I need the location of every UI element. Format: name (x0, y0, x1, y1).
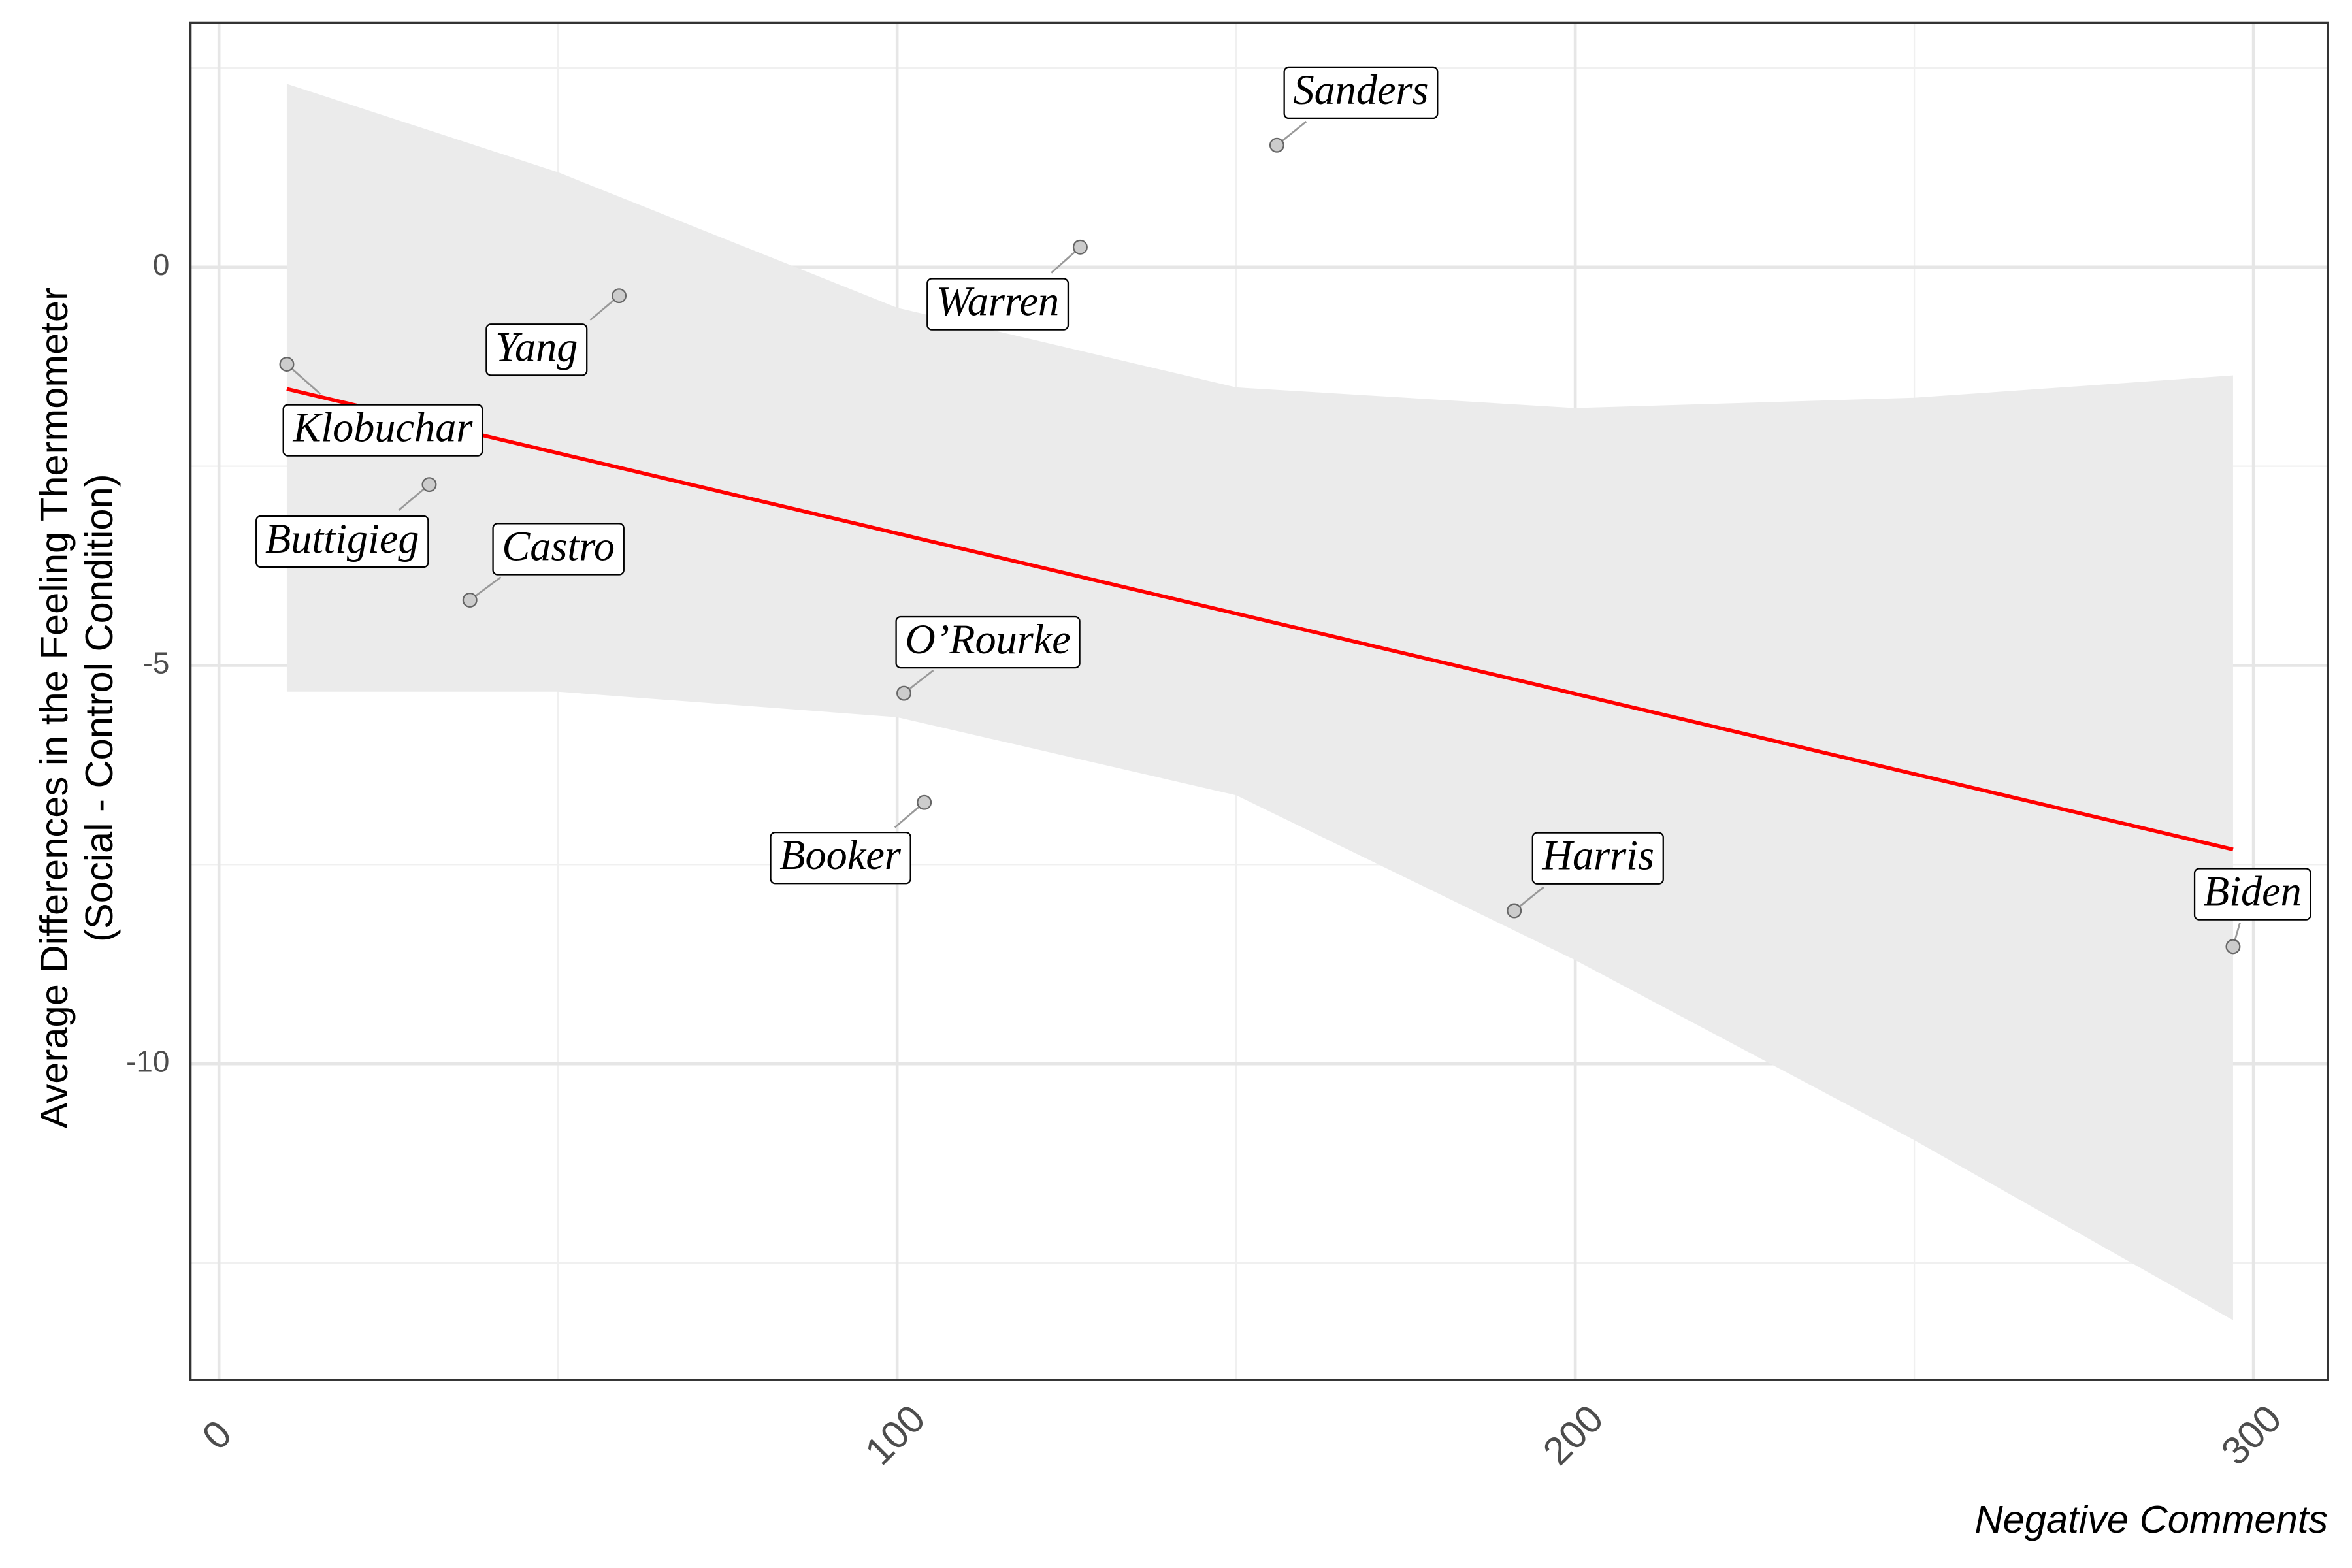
point (896, 685, 912, 701)
point (1507, 903, 1522, 919)
point-label: Yang (495, 323, 578, 370)
point-label: Biden (2204, 868, 2302, 915)
y-tick-label: -10 (126, 1044, 169, 1078)
point (612, 288, 627, 304)
confidence-band (286, 84, 2233, 1320)
point (462, 593, 478, 608)
point (2225, 939, 2241, 955)
y-tick-label: 0 (153, 248, 170, 282)
label-box (2193, 868, 2311, 921)
label-box (282, 404, 483, 457)
y-tick-label: -5 (143, 646, 170, 680)
point-label: Castro (502, 523, 615, 569)
point-label: O’Rourke (905, 616, 1070, 662)
point (279, 357, 295, 372)
point-label: Klobuchar (292, 404, 473, 451)
point-label: Warren (936, 278, 1059, 325)
point-label: Harris (1542, 832, 1654, 879)
x-tick-label: 200 (1535, 1396, 1612, 1473)
label-box (492, 523, 625, 576)
label-box (770, 831, 911, 885)
point-label: Sanders (1293, 67, 1428, 113)
x-tick-label: 300 (2213, 1396, 2290, 1473)
y-axis-title-line: Average Differences in the Feeling Therm… (32, 287, 76, 1128)
label-box (1531, 832, 1664, 885)
point-label: Buttigieg (265, 515, 419, 562)
fit-line (286, 387, 2234, 851)
label-box (926, 278, 1070, 331)
point (917, 794, 932, 810)
point (1072, 239, 1088, 255)
x-axis-title: Negative Comments (1975, 1497, 2328, 1541)
label-box (1283, 66, 1439, 120)
x-tick-label: 100 (857, 1396, 934, 1473)
x-tick-label: 0 (193, 1412, 240, 1458)
label-box (255, 515, 429, 568)
label-box (485, 323, 588, 376)
point-label: Booker (779, 832, 902, 878)
point (1269, 137, 1284, 153)
y-axis-title: Average Differences in the Feeling Therm… (32, 287, 121, 1128)
label-box (895, 615, 1081, 669)
panel-border (189, 21, 2329, 1381)
point (421, 477, 437, 493)
y-axis-title-line: (Social - Control Condition) (77, 474, 121, 942)
